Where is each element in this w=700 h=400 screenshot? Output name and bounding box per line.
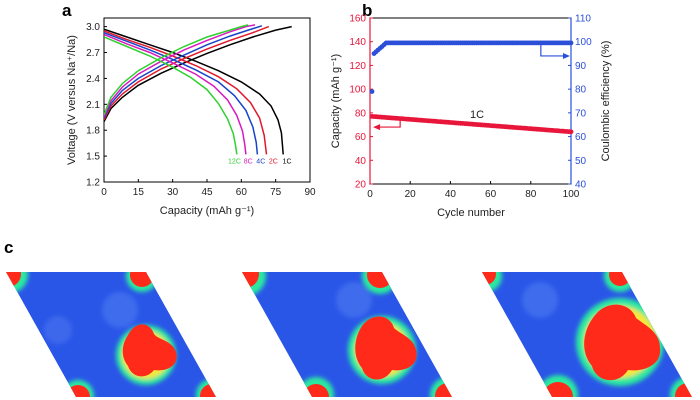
panel-label-b: b — [362, 1, 372, 20]
x-tick-label-a: 15 — [133, 187, 145, 198]
y-tick-label-a: 2.1 — [86, 100, 100, 111]
x-axis-label-a: Capacity (mAh g⁻¹) — [160, 205, 254, 217]
coulombic-efficiency-point — [568, 40, 574, 46]
y-tick-label-a: 2.4 — [86, 74, 100, 85]
y-axis-label-a: Voltage (V versus Na⁺/Na) — [66, 35, 78, 165]
rate-label-2C: 2C — [269, 159, 278, 166]
y-tick-label-a: 3.0 — [86, 22, 100, 33]
rate-label-8C: 8C — [244, 159, 253, 166]
x-tick-label-b: 20 — [405, 189, 417, 200]
charge-density-maps — [6, 272, 692, 397]
y-right-tick-label-b: 70 — [575, 108, 587, 119]
y-right-tick-label-b: 60 — [575, 132, 587, 143]
coulombic-efficiency-point — [369, 89, 375, 94]
capacity-axis-arrow — [376, 117, 401, 128]
rate-label-1C: 1C — [283, 159, 292, 166]
x-axis-label-b: Cycle number — [437, 207, 505, 219]
x-tick-label-a: 75 — [270, 187, 282, 198]
capacity-point — [568, 129, 574, 135]
x-tick-label-a: 0 — [101, 187, 107, 198]
rate-label-12C: 12C — [228, 159, 241, 166]
y-tick-label-a: 1.2 — [86, 178, 100, 189]
y-axis-label-left-b: Capacity (mAh g⁻¹) — [330, 54, 342, 148]
y-right-tick-label-b: 110 — [575, 14, 591, 25]
series-8C-discharge — [104, 33, 247, 155]
series-2C-discharge — [104, 30, 268, 155]
y-tick-label-a: 2.7 — [86, 48, 100, 59]
series-points-b — [369, 40, 574, 135]
y-right-tick-label-b: 50 — [575, 156, 587, 167]
series-12C-discharge — [104, 36, 238, 155]
density-map-3 — [482, 272, 692, 397]
density-map-2 — [242, 272, 452, 397]
x-tick-label-b: 40 — [445, 189, 457, 200]
density-map-1 — [6, 272, 216, 397]
axis-ticks-b: 0 20 40 60 80 1002040608010012014016040506070… — [349, 14, 592, 201]
cycling-chart: 0 20 40 60 80 1002040608010012014016040506070… — [330, 14, 612, 220]
y-left-tick-label-b: 120 — [349, 61, 366, 72]
panel-label-a: a — [62, 1, 72, 20]
series-12C-charge — [104, 24, 249, 115]
x-tick-label-a: 90 — [304, 187, 316, 198]
rate-labels-a: 12C 8C 4C 2C 1C — [228, 159, 292, 166]
axis-ticks-a: 0 15 30 45 60 75 90 1.2 1.5 1.8 2.1 2.4 2.7 3.0 — [86, 22, 316, 198]
x-tick-label-a: 60 — [236, 187, 248, 198]
y-right-tick-label-b: 90 — [575, 61, 587, 72]
capacity-arrow-head — [373, 124, 381, 131]
y-left-tick-label-b: 20 — [355, 180, 367, 191]
panel-label-c: c — [4, 238, 13, 257]
x-tick-label-b: 100 — [563, 189, 580, 200]
y-right-tick-label-b: 40 — [575, 180, 587, 191]
y-right-tick-label-b: 100 — [575, 37, 592, 48]
voltage-capacity-chart: 0 15 30 45 60 75 90 1.2 1.5 1.8 2.1 2.4 2.7 3.0 12C 8C… — [66, 17, 316, 217]
axis-arrows-b — [373, 44, 570, 131]
series-4C-charge — [104, 25, 263, 119]
x-tick-label-b: 60 — [485, 189, 497, 200]
y-left-tick-label-b: 100 — [349, 85, 366, 96]
series-8C-charge — [104, 24, 256, 117]
y-left-tick-label-b: 40 — [355, 156, 367, 167]
rate-annotation-1c: 1C — [470, 109, 484, 121]
x-tick-label-b: 80 — [525, 189, 537, 200]
series-1C-discharge — [104, 28, 284, 155]
y-left-tick-label-b: 80 — [355, 108, 367, 119]
y-right-tick-label-b: 80 — [575, 85, 587, 96]
ce-arrow-head — [562, 52, 570, 59]
series-2C-charge — [104, 25, 270, 121]
series-lines-a — [104, 24, 292, 155]
x-tick-label-a: 30 — [167, 187, 179, 198]
x-tick-label-a: 45 — [201, 187, 213, 198]
y-tick-label-a: 1.8 — [86, 126, 100, 137]
y-tick-label-a: 1.5 — [86, 152, 100, 163]
series-1C-charge — [104, 25, 292, 122]
series-4C-discharge — [104, 31, 259, 155]
y-left-tick-label-b: 60 — [355, 132, 367, 143]
x-tick-label-b: 0 — [367, 189, 373, 200]
ce-axis-arrow — [540, 44, 565, 57]
y-left-tick-label-b: 140 — [349, 37, 366, 48]
y-left-tick-label-b: 160 — [349, 14, 366, 25]
y-axis-label-right-b: Coulombic efficiency (%) — [600, 41, 612, 162]
rate-label-4C: 4C — [256, 159, 265, 166]
